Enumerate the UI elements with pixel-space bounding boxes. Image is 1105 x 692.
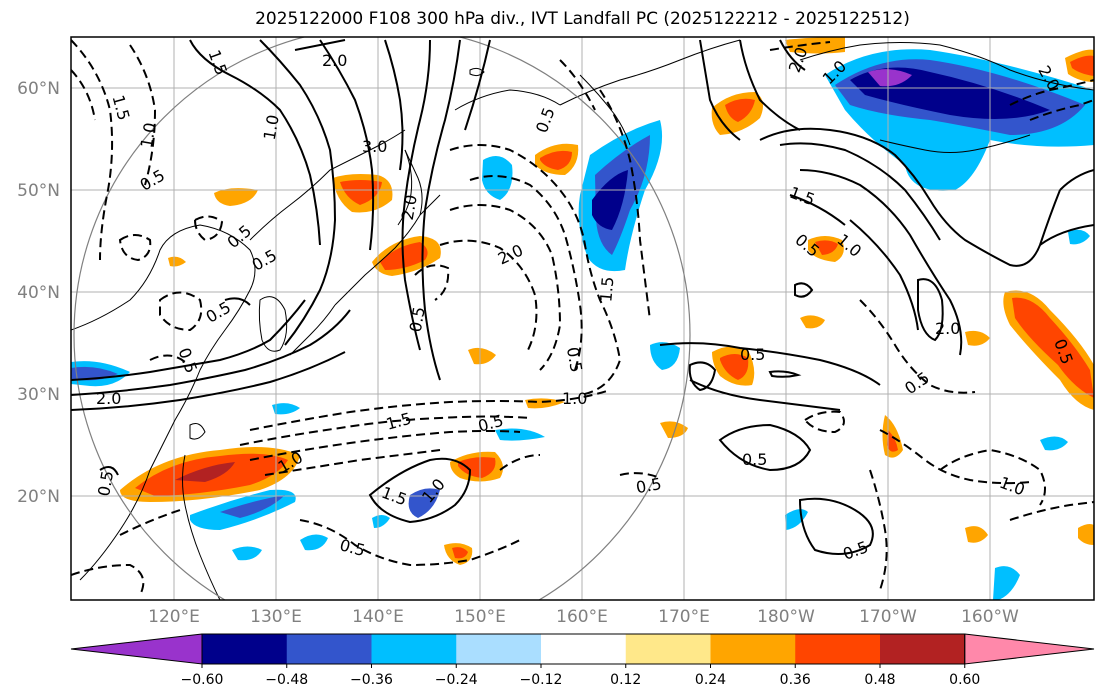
colorbar-segment — [710, 634, 796, 664]
negative-area-16 — [650, 342, 680, 370]
colorbar-tick-label: 0.36 — [780, 672, 811, 688]
colorbar-segment — [371, 634, 457, 664]
colorbar-tick-label: −0.12 — [520, 672, 563, 688]
lon-label: 160°W — [961, 607, 1019, 627]
colorbar-segment — [795, 634, 881, 664]
colorbar-tick-label: −0.24 — [435, 672, 478, 688]
colorbar-tick-label: 0.48 — [864, 672, 895, 688]
positive-area-19 — [815, 240, 838, 255]
ivt-contours-solid — [71, 39, 1094, 555]
colorbar: −0.60 −0.48 −0.36 −0.24 −0.12 0.12 0.24 0.36 0.4… — [70, 633, 1095, 688]
contour-label: 1.0 — [562, 389, 587, 408]
contour-label: 0.5 — [406, 305, 429, 333]
contour-label: 2.0 — [96, 389, 121, 408]
positive-area-26 — [887, 430, 898, 452]
colorbar-segment — [625, 634, 711, 664]
positive-area-29 — [660, 421, 688, 438]
contour-label: 1.5 — [596, 276, 617, 303]
positive-area-21 — [1070, 55, 1094, 76]
lat-label: 50°N — [17, 181, 60, 201]
negative-area-7 — [868, 69, 912, 87]
lon-label: 180°W — [757, 607, 815, 627]
positive-area-9 — [540, 150, 572, 170]
negative-area-8 — [482, 156, 513, 200]
colorbar-extension-min — [70, 633, 203, 665]
colorbar-tick-label: 0.12 — [610, 672, 641, 688]
contour-label: 0.5 — [94, 469, 117, 497]
colorbar-outline — [201, 633, 966, 665]
lat-label: 60°N — [17, 79, 60, 99]
lon-label: 160°E — [556, 607, 608, 627]
positive-area-27 — [468, 347, 496, 365]
negative-area-15 — [232, 546, 262, 561]
negative-area-23 — [272, 403, 300, 415]
negative-area-19 — [993, 566, 1020, 600]
lon-label: 140°E — [352, 607, 404, 627]
contour-label: 0.5 — [740, 345, 765, 364]
negative-area-14 — [300, 534, 328, 551]
contour-label: 0.5 — [742, 450, 767, 469]
lon-label: 120°E — [148, 607, 200, 627]
negative-area-20 — [785, 509, 808, 530]
divergence-contours-dashed — [71, 39, 1094, 596]
contour-label: 2.0 — [935, 319, 960, 338]
contour-label: 1.0 — [260, 113, 283, 141]
positive-area-13 — [720, 354, 749, 380]
lat-label: 20°N — [17, 487, 60, 507]
positive-area-31 — [965, 330, 990, 346]
lat-label: 40°N — [17, 283, 60, 303]
colorbar-segment — [541, 634, 627, 664]
divergence-shading — [71, 37, 1094, 600]
colorbar-extension-max — [964, 633, 1095, 665]
contour-label: 3.0 — [362, 137, 387, 156]
contour-label: 0.5 — [635, 474, 663, 497]
positive-area-5 — [340, 180, 382, 205]
coastlines — [71, 39, 1094, 600]
negative-area-21 — [372, 515, 390, 528]
negative-area-3 — [592, 170, 628, 230]
positive-area-3 — [175, 462, 235, 482]
latitude-labels: 60°N 50°N 40°N 30°N 20°N — [17, 79, 60, 507]
positive-area-32 — [965, 526, 988, 543]
negative-area-22 — [1068, 229, 1090, 245]
positive-area-34 — [168, 256, 186, 267]
negative-area-18 — [1040, 436, 1068, 451]
positive-area-24 — [452, 547, 468, 559]
colorbar-tick-label: −0.60 — [181, 672, 224, 688]
contour-label: 2.0 — [322, 51, 347, 70]
contour-label: 0.5 — [563, 346, 586, 374]
longitude-labels: 120°E 130°E 140°E 150°E 160°E 170°E 180°… — [148, 607, 1019, 627]
positive-area-28 — [214, 188, 258, 206]
colorbar-tick-label: −0.36 — [350, 672, 393, 688]
positive-area-22 — [785, 37, 845, 54]
lon-label: 150°E — [454, 607, 506, 627]
colorbar-tick-label: −0.48 — [265, 672, 308, 688]
colorbar-segment — [202, 634, 288, 664]
positive-area-17 — [725, 98, 755, 122]
contour-label: 2.0 — [398, 193, 421, 221]
colorbar-segment — [286, 634, 372, 664]
colorbar-tick-label: 0.60 — [949, 672, 980, 688]
positive-area-11 — [458, 457, 496, 478]
landfall-radius-circle — [73, 37, 691, 600]
colorbar-tick-label: 0.24 — [695, 672, 726, 688]
positive-area-30 — [800, 315, 825, 329]
negative-area-12 — [220, 495, 285, 518]
colorbar-segment — [456, 634, 542, 664]
contour-label: 1.0 — [137, 121, 160, 149]
map-title: 2025122000 F108 300 hPa div., IVT Landfa… — [255, 9, 910, 29]
map-frame — [70, 36, 1095, 601]
lon-label: 170°E — [658, 607, 710, 627]
lon-label: 170°W — [859, 607, 917, 627]
positive-area-35 — [1078, 524, 1094, 545]
colorbar-segment — [880, 634, 966, 664]
lon-label: 130°E — [250, 607, 302, 627]
positive-area-15 — [1012, 297, 1094, 398]
lat-label: 30°N — [17, 385, 60, 405]
